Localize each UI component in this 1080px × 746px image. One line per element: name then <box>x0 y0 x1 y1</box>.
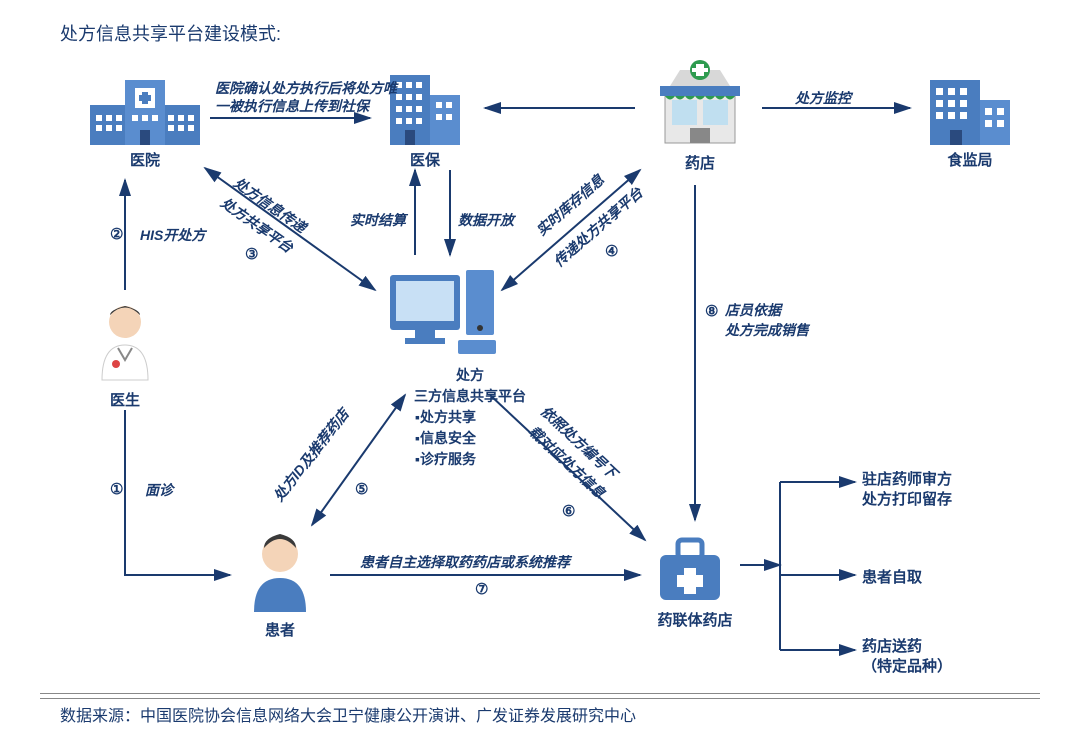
patient-icon <box>240 530 320 615</box>
num-8: ⑧ <box>705 302 718 320</box>
outcome-3b: （特定品种） <box>862 655 952 676</box>
edge-doc-pt: 面诊 <box>145 480 173 500</box>
data-source-footer: 数据来源：中国医院协会信息网络大会卫宁健康公开演讲、广发证券发展研究中心 <box>60 702 636 726</box>
num-5: ⑤ <box>355 480 368 498</box>
outcome-1a: 驻店药师审方 <box>862 468 952 489</box>
pharmacy-icon <box>650 58 750 148</box>
edge-ins-plat-1: 实时结算 <box>350 210 406 230</box>
allied-label: 药联体药店 <box>650 609 740 630</box>
insurance-label: 医保 <box>380 149 470 170</box>
node-pharmacy: 药店 <box>650 58 750 173</box>
edge-doc-hosp: HIS开处方 <box>140 225 205 245</box>
node-allied: 药联体药店 <box>650 530 740 630</box>
edge-ins-plat-2: 数据开放 <box>458 210 514 230</box>
platform-line2: 三方信息共享平台 <box>395 386 545 407</box>
separator-1 <box>40 693 1040 694</box>
outcome-3a: 药店送药 <box>862 635 922 656</box>
hospital-label: 医院 <box>90 149 200 170</box>
hospital-icon <box>90 70 200 145</box>
outcome-1b: 处方打印留存 <box>862 488 952 509</box>
num-6: ⑥ <box>562 502 575 520</box>
num-3: ③ <box>245 245 258 263</box>
regulator-icon <box>920 70 1020 145</box>
doctor-label: 医生 <box>90 389 160 410</box>
allied-pharmacy-icon <box>650 530 730 605</box>
platform-line1: 处方 <box>395 365 545 386</box>
num-4: ④ <box>605 242 618 260</box>
node-patient: 患者 <box>240 530 320 640</box>
edge-clerk-1: 店员依据 <box>725 300 781 320</box>
edge-hosp-ins-2: 一被执行信息上传到社保 <box>215 96 369 116</box>
node-platform <box>380 260 500 360</box>
node-hospital: 医院 <box>90 70 200 170</box>
outcome-2: 患者自取 <box>862 566 922 587</box>
num-7: ⑦ <box>475 580 488 598</box>
edge-clerk-2: 处方完成销售 <box>725 320 809 340</box>
edge-hosp-ins-1: 医院确认处方执行后将处方唯 <box>215 78 397 98</box>
platform-text-block: 处方 三方信息共享平台 ▪处方共享 ▪信息安全 ▪诊疗服务 <box>395 365 545 470</box>
node-regulator: 食监局 <box>920 70 1020 170</box>
regulator-label: 食监局 <box>920 149 1020 170</box>
diagram-title: 处方信息共享平台建设模式: <box>60 20 281 46</box>
num-1: ① <box>110 480 123 498</box>
num-2: ② <box>110 225 123 243</box>
pharmacy-label: 药店 <box>650 152 750 173</box>
edge-pt-plat-1: 处方ID及推荐药店 <box>269 405 354 506</box>
node-doctor: 医生 <box>90 300 160 410</box>
edge-pharm-reg: 处方监控 <box>795 88 851 108</box>
separator-2 <box>40 698 1040 699</box>
platform-b1: ▪处方共享 <box>415 407 545 428</box>
platform-b2: ▪信息安全 <box>415 428 545 449</box>
patient-label: 患者 <box>240 619 320 640</box>
doctor-icon <box>90 300 160 385</box>
edge-pt-allied: 患者自主选择取药药店或系统推荐 <box>360 552 570 572</box>
platform-b3: ▪诊疗服务 <box>415 449 545 470</box>
platform-icon <box>380 260 500 360</box>
